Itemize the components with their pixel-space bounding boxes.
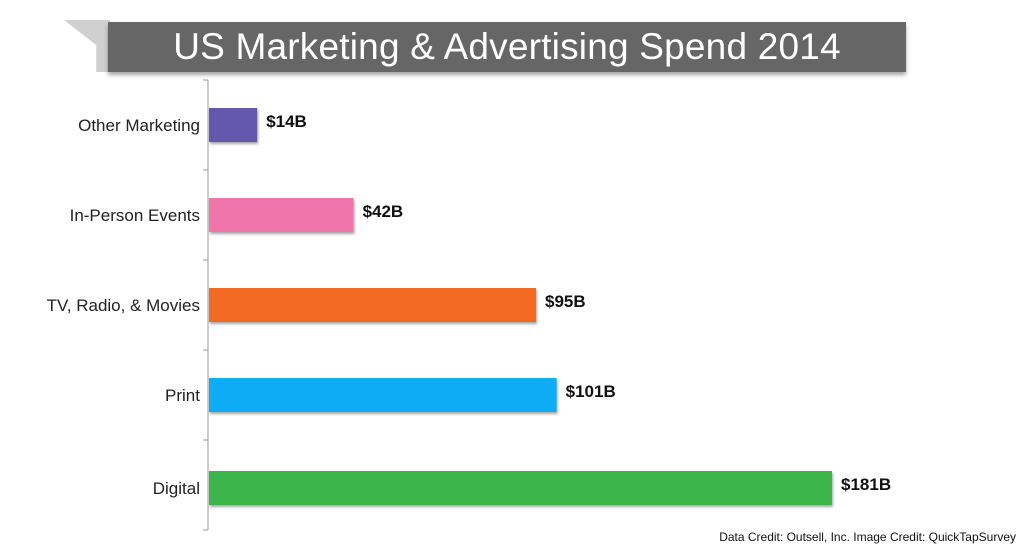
data-label: $95B — [545, 292, 586, 311]
category-label: Other Marketing — [78, 116, 200, 135]
chart-title: US Marketing & Advertising Spend 2014 — [108, 22, 906, 72]
data-label: $42B — [363, 202, 404, 221]
bar — [209, 288, 536, 322]
data-label: $14B — [266, 112, 307, 131]
image-credit: Data Credit: Outsell, Inc. Image Credit:… — [719, 530, 1016, 544]
bar — [209, 471, 832, 505]
bar — [209, 198, 354, 232]
category-label: Print — [165, 386, 200, 405]
category-label: In-Person Events — [70, 206, 200, 225]
bar — [209, 378, 557, 412]
bar — [209, 108, 258, 142]
category-label: Digital — [153, 479, 200, 498]
category-label: TV, Radio, & Movies — [47, 296, 200, 315]
data-label: $181B — [841, 475, 891, 494]
data-label: $101B — [566, 382, 616, 401]
